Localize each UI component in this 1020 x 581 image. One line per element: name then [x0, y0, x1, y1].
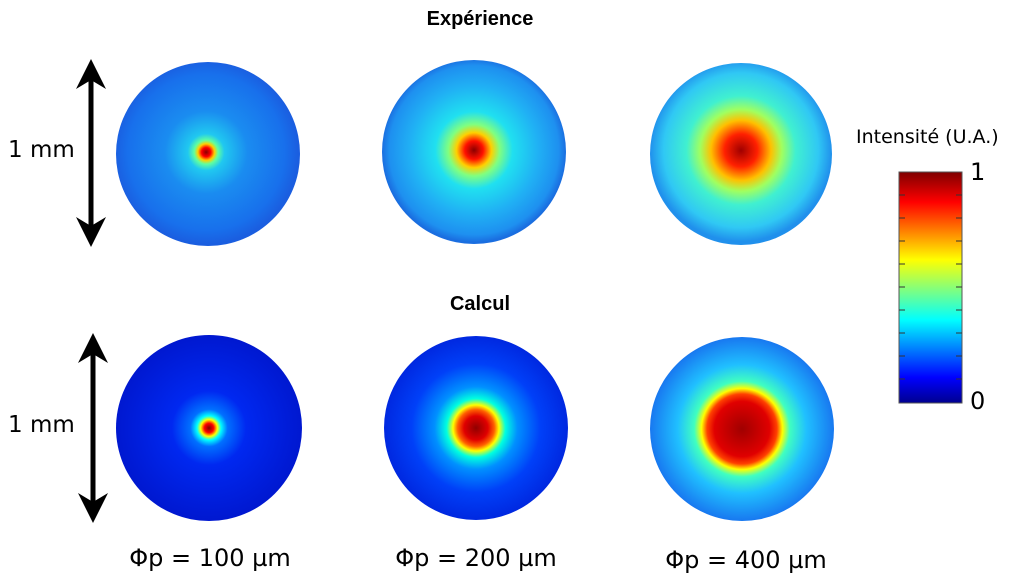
- calculation-spot-100: [116, 335, 302, 521]
- colorbar-max-label: 1: [970, 158, 986, 186]
- colorbar-ticks: [899, 194, 962, 380]
- calculation-title: Calcul: [449, 293, 511, 315]
- experiment-spot-200: [382, 60, 566, 244]
- calculation-spot-200: [384, 336, 568, 520]
- colorbar-min-label: 0: [970, 387, 986, 415]
- experiment-title: Expérience: [426, 8, 534, 30]
- calculation-spot-400: [650, 337, 834, 521]
- scale-label-top: 1 mm: [8, 137, 75, 163]
- caption-200: Φp = 200 µm: [395, 544, 557, 572]
- scale-label-bottom: 1 mm: [8, 412, 75, 438]
- colorbar: [898, 171, 963, 404]
- experiment-spot-400: [650, 63, 832, 245]
- colorbar-title: Intensité (U.A.): [856, 126, 999, 148]
- experiment-spot-100: [116, 62, 300, 246]
- caption-400: Φp = 400 µm: [665, 546, 827, 574]
- caption-100: Φp = 100 µm: [129, 544, 291, 572]
